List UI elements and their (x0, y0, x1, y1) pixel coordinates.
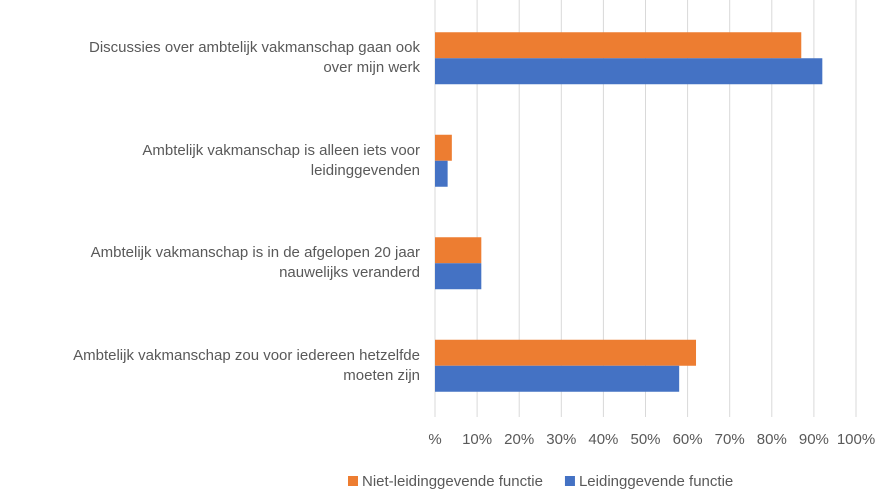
x-tick-label: 70% (715, 431, 745, 448)
legend-label: Leidinggevende functie (579, 473, 733, 490)
x-tick-label: 60% (673, 431, 703, 448)
bar (435, 237, 482, 264)
x-tick-label: 100% (837, 431, 875, 448)
x-tick-label: 90% (799, 431, 829, 448)
bar (435, 58, 823, 85)
legend-swatch (564, 476, 575, 486)
bar (435, 365, 680, 392)
bar (435, 32, 802, 59)
y-tick-label: Ambtelijk vakmanschap is alleen iets voo… (142, 141, 420, 179)
x-tick-label: 40% (588, 431, 618, 448)
bar (435, 263, 482, 290)
x-tick-label: 20% (504, 431, 534, 448)
bar (435, 339, 697, 366)
legend-swatch (348, 476, 358, 486)
x-tick-label: 10% (462, 431, 492, 448)
bar (435, 160, 448, 187)
y-tick-label: Discussies over ambtelijk vakmanschap ga… (89, 39, 420, 77)
legend-label: Niet-leidinggevende functie (362, 473, 543, 490)
y-tick-label: Ambtelijk vakmanschap zou voor iedereen … (73, 346, 420, 384)
x-tick-label: 50% (630, 431, 660, 448)
x-tick-label: % (428, 431, 441, 448)
x-tick-label: 80% (757, 431, 787, 448)
x-tick-label: 30% (546, 431, 576, 448)
bar (435, 134, 452, 161)
y-tick-label: Ambtelijk vakmanschap is in de afgelopen… (90, 244, 420, 282)
